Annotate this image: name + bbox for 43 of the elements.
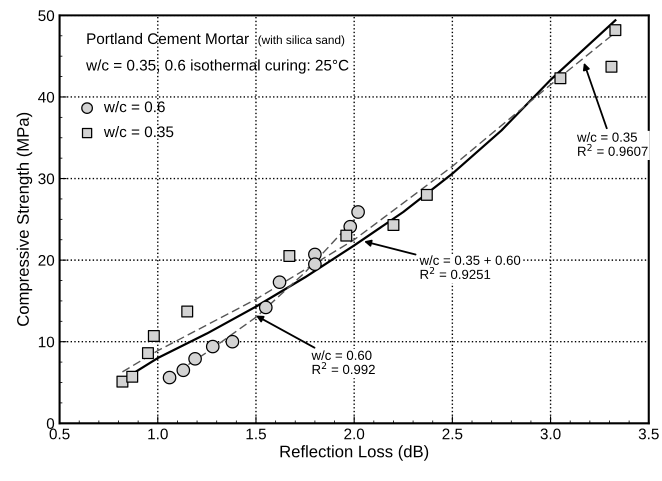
point [272,275,286,289]
point [609,24,622,36]
x-tick-label: 2.0 [344,428,364,440]
point [126,370,138,383]
text: Portland Cement Mortar [87,32,249,44]
annotation: w/c = 0.35, 0.6 isothermal curing: 25°C [86,59,348,74]
y-tick-label: 20 [38,254,54,266]
point [351,205,365,219]
point [605,60,618,73]
x-tick-label: 0.5 [50,428,70,440]
legend-label: w/c = 0.35 [104,126,174,138]
point [554,72,566,84]
y-axis-title: Compressive Strength (MPa) [16,112,32,326]
point [387,219,400,232]
y-tick-label: 30 [38,173,54,184]
point [420,188,433,201]
annotation: w/c = 0.60 R$^{2}$ = 0.992 [312,350,375,374]
point [258,300,273,314]
x-tick-label: 3.0 [540,428,561,440]
annotation: w/c = 0.35 + 0.60 R$^{2}$ = 0.9251 [420,255,520,280]
point [142,347,154,360]
y-tick-label: 10 [38,336,54,348]
point [162,370,176,384]
point [226,334,240,349]
point [340,230,352,242]
y-tick-label: 50 [38,10,54,22]
point [308,257,322,272]
point [176,363,190,378]
x-tick-label: 1.0 [148,428,168,440]
point [206,340,220,354]
annotation: w/c = 0.35 R$^{2}$ = 0.9607 [576,132,648,156]
text: (with silica sand) [258,35,344,46]
point [148,330,160,342]
point [181,306,194,318]
x-tick-label: 3.5 [638,428,659,440]
y-tick-label: 40 [38,92,54,103]
point [283,250,296,262]
y-tick-label: 0 [46,418,54,429]
point [188,352,202,366]
x-tick-label: 2.5 [442,428,462,440]
x-axis-title: Reflection Loss (dB) [280,445,428,461]
x-tick-label: 1.5 [246,428,266,440]
legend-label: w/c = 0.6 [104,101,165,112]
